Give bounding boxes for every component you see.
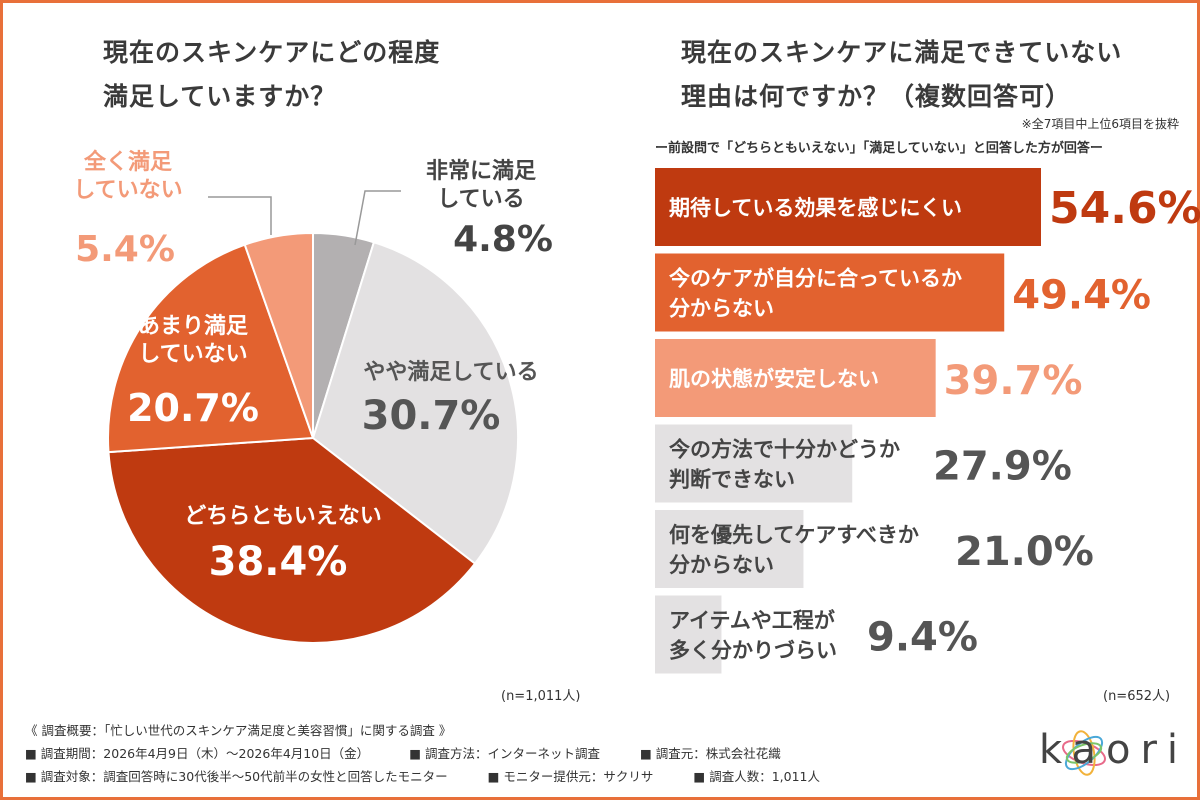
pie-slice-value: 5.4% — [75, 229, 175, 270]
bar-value: 27.9% — [933, 444, 1072, 490]
pie-title-line1: 現在のスキンケアにどの程度 — [103, 38, 441, 67]
bar-sample-size: (n=652人) — [1103, 689, 1171, 704]
survey-row-2: ■ 調査対象：調査回答時に30代後半〜50代前半の女性と回答したモニター ■ モ… — [25, 765, 945, 788]
pie-slice-label: していない — [138, 342, 247, 367]
bar-value: 9.4% — [867, 615, 978, 661]
pie-slice-label: あまり満足 — [138, 313, 248, 339]
pie-slice-label: している — [437, 187, 524, 212]
bar — [655, 339, 936, 417]
survey-method: ■ 調査方法：インターネット調査 — [409, 746, 600, 761]
bar-label: 何を優先してケアすべきか — [669, 523, 919, 547]
survey-count: ■ 調査人数：1,011人 — [693, 769, 820, 784]
pie-slice — [243, 231, 314, 439]
bar-label: 今の方法で十分かどうか — [669, 438, 900, 462]
kaori-logo-text: kaori — [1039, 727, 1189, 773]
leader-line — [208, 196, 272, 235]
survey-provider: ■ モニター提供元：サクリサ — [487, 769, 654, 784]
bar-label: 分からない — [669, 297, 774, 321]
pie-slice — [311, 241, 519, 566]
pie-slice-label: やや満足している — [363, 359, 538, 385]
pie-slice-label: 全く満足 — [83, 149, 172, 175]
bar-label: 今のケアが自分に合っているか — [669, 267, 962, 291]
excerpt-note: ※全7項目中上位6項目を抜粋 — [1021, 117, 1179, 131]
bar — [655, 595, 722, 674]
bar-label: 多く分かりづらい — [669, 639, 837, 663]
bar-value: 21.0% — [955, 529, 1094, 575]
bar-label: 判断できない — [669, 468, 795, 492]
bar — [655, 168, 1041, 246]
respondent-note: ー前設問で「どちらともいえない」「満足していない」と回答した方が回答ー — [655, 141, 1103, 156]
bar-label: 肌の状態が安定しない — [669, 367, 879, 391]
survey-source: ■ 調査元：株式会社花織 — [639, 746, 781, 761]
kaori-logo-mark — [1062, 730, 1106, 776]
bar-value: 54.6% — [1049, 183, 1200, 234]
bar-title-line2: 理由は何ですか？（複数回答可） — [681, 82, 1072, 111]
bar-label: 期待している効果を感じにくい — [669, 196, 962, 220]
pie-sample-size: (n=1,011人) — [501, 689, 581, 704]
pie-slice-value: 4.8% — [453, 219, 553, 260]
leader-line — [354, 190, 401, 246]
pie-slice-value: 30.7% — [362, 393, 501, 439]
pie-chart-title: 現在のスキンケアにどの程度 満足していますか？ — [103, 31, 503, 119]
bar — [655, 424, 853, 503]
bar-value: 49.4% — [1012, 273, 1151, 319]
survey-period: ■ 調査期間：2026年4月9日（木）〜2026年4月10日（金） — [25, 746, 370, 761]
bar — [655, 510, 804, 588]
bar-title-line1: 現在のスキンケアに満足できていない — [681, 38, 1123, 67]
bar-chart-title: 現在のスキンケアに満足できていない 理由は何ですか？（複数回答可） — [681, 31, 1181, 119]
bar-label: アイテムや工程が — [669, 609, 835, 633]
pie-title-line2: 満足していますか？ — [103, 82, 337, 111]
survey-overview: 《 調査概要：「忙しい世代のスキンケア満足度と美容習慣」に関する調査 》 ■ 調… — [25, 719, 945, 788]
pie-slice-label: していない — [73, 178, 182, 203]
pie-slice-value: 38.4% — [209, 539, 348, 585]
pie-slice — [107, 436, 477, 644]
pie-slice-label: 非常に満足 — [426, 158, 536, 184]
pie-slice-value: 20.7% — [127, 386, 259, 430]
survey-target: ■ 調査対象：調査回答時に30代後半〜50代前半の女性と回答したモニター — [25, 769, 448, 784]
bar-value: 39.7% — [944, 358, 1083, 404]
survey-row-1: ■ 調査期間：2026年4月9日（木）〜2026年4月10日（金） ■ 調査方法… — [25, 742, 945, 765]
pie-slice-label: どちらともいえない — [184, 504, 382, 529]
survey-summary: 《 調査概要：「忙しい世代のスキンケア満足度と美容習慣」に関する調査 》 — [25, 723, 452, 738]
pie-slice — [107, 243, 315, 454]
bar-label: 分からない — [669, 553, 774, 577]
bar — [655, 253, 1005, 332]
